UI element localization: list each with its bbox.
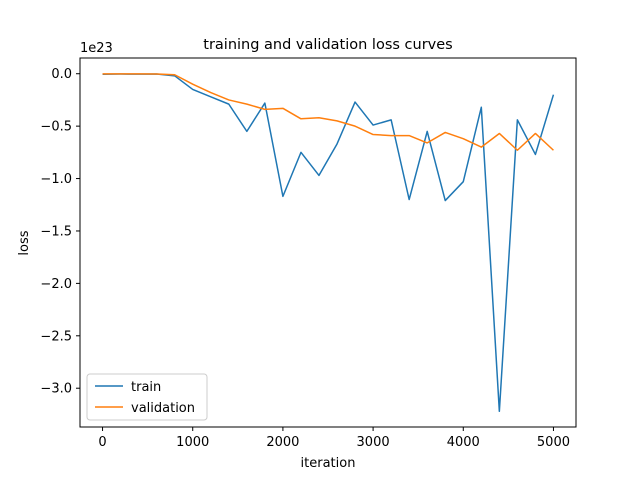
y-offset-label: 1e23: [80, 41, 113, 56]
y-tick-label: −3.0: [40, 382, 72, 397]
legend-train-label: train: [131, 380, 161, 395]
legend: train validation: [86, 373, 208, 421]
y-axis: 0.0 −0.5 −1.0 −1.5 −2.0 −2.5 −3.0: [40, 67, 80, 397]
y-tick-label: 0.0: [51, 67, 72, 82]
y-tick-label: −2.5: [40, 329, 72, 344]
y-tick-label: −2.0: [40, 277, 72, 292]
y-tick-label: −0.5: [40, 120, 72, 135]
x-tick-label: 2000: [266, 435, 299, 450]
y-axis-label: loss: [17, 230, 32, 255]
y-tick-label: −1.0: [40, 172, 72, 187]
x-tick-label: 1000: [176, 435, 209, 450]
x-axis-label: iteration: [301, 456, 356, 471]
x-tick-label: 5000: [537, 435, 570, 450]
series-line-validation: [102, 73, 554, 151]
x-tick-label: 4000: [447, 435, 480, 450]
legend-validation-label: validation: [131, 401, 195, 416]
x-tick-label: 0: [98, 435, 106, 450]
plot-frame: [79, 57, 577, 428]
chart-title: training and validation loss curves: [203, 37, 452, 53]
series-layer: [102, 73, 555, 413]
y-tick-label: −1.5: [40, 224, 72, 239]
series-line-train: [102, 73, 555, 413]
x-tick-label: 3000: [357, 435, 390, 450]
x-axis: 0 1000 2000 3000 4000 5000: [98, 427, 570, 450]
